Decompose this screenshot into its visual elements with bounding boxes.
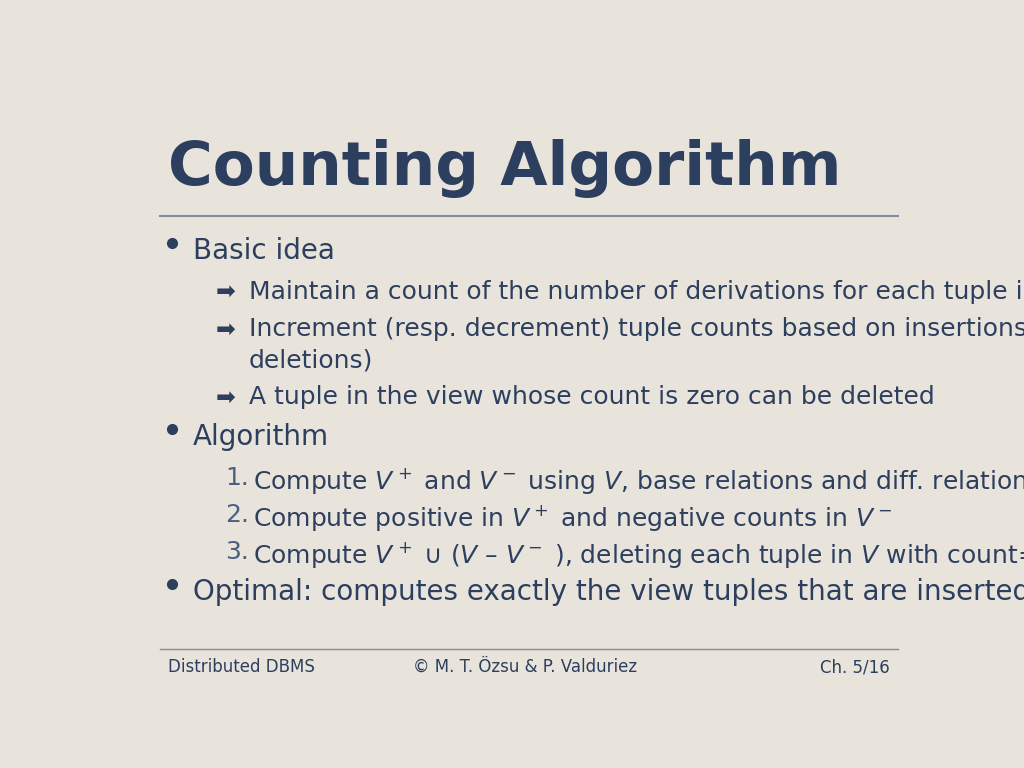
Text: ➡: ➡ (215, 317, 236, 342)
Text: Optimal: computes exactly the view tuples that are inserted or deleted: Optimal: computes exactly the view tuple… (194, 578, 1024, 606)
Text: Maintain a count of the number of derivations for each tuple in the view: Maintain a count of the number of deriva… (249, 280, 1024, 304)
Text: Increment (resp. decrement) tuple counts based on insertions (resp.: Increment (resp. decrement) tuple counts… (249, 317, 1024, 342)
Text: 3.: 3. (225, 541, 249, 564)
Text: Counting Algorithm: Counting Algorithm (168, 140, 841, 198)
Text: 2.: 2. (225, 503, 249, 527)
Text: Distributed DBMS: Distributed DBMS (168, 658, 314, 676)
Text: Algorithm: Algorithm (194, 422, 329, 451)
Text: Compute $V^+$ $\cup$ ($V$ – $V^-$ ), deleting each tuple in $V$ with count=0: Compute $V^+$ $\cup$ ($V$ – $V^-$ ), del… (253, 541, 1024, 571)
Text: Compute positive in $V^+$ and negative counts in $V^-$: Compute positive in $V^+$ and negative c… (253, 503, 893, 533)
Text: Basic idea: Basic idea (194, 237, 335, 265)
Text: Compute $V^+$ and $V^-$ using $V$, base relations and diff. relations: Compute $V^+$ and $V^-$ using $V$, base … (253, 466, 1024, 496)
Text: deletions): deletions) (249, 348, 373, 372)
Text: © M. T. Özsu & P. Valduriez: © M. T. Özsu & P. Valduriez (413, 658, 637, 676)
Text: 1.: 1. (225, 466, 249, 490)
Text: ➡: ➡ (215, 386, 236, 409)
Text: ➡: ➡ (215, 280, 236, 304)
Text: A tuple in the view whose count is zero can be deleted: A tuple in the view whose count is zero … (249, 386, 934, 409)
Text: Ch. 5/16: Ch. 5/16 (820, 658, 890, 676)
